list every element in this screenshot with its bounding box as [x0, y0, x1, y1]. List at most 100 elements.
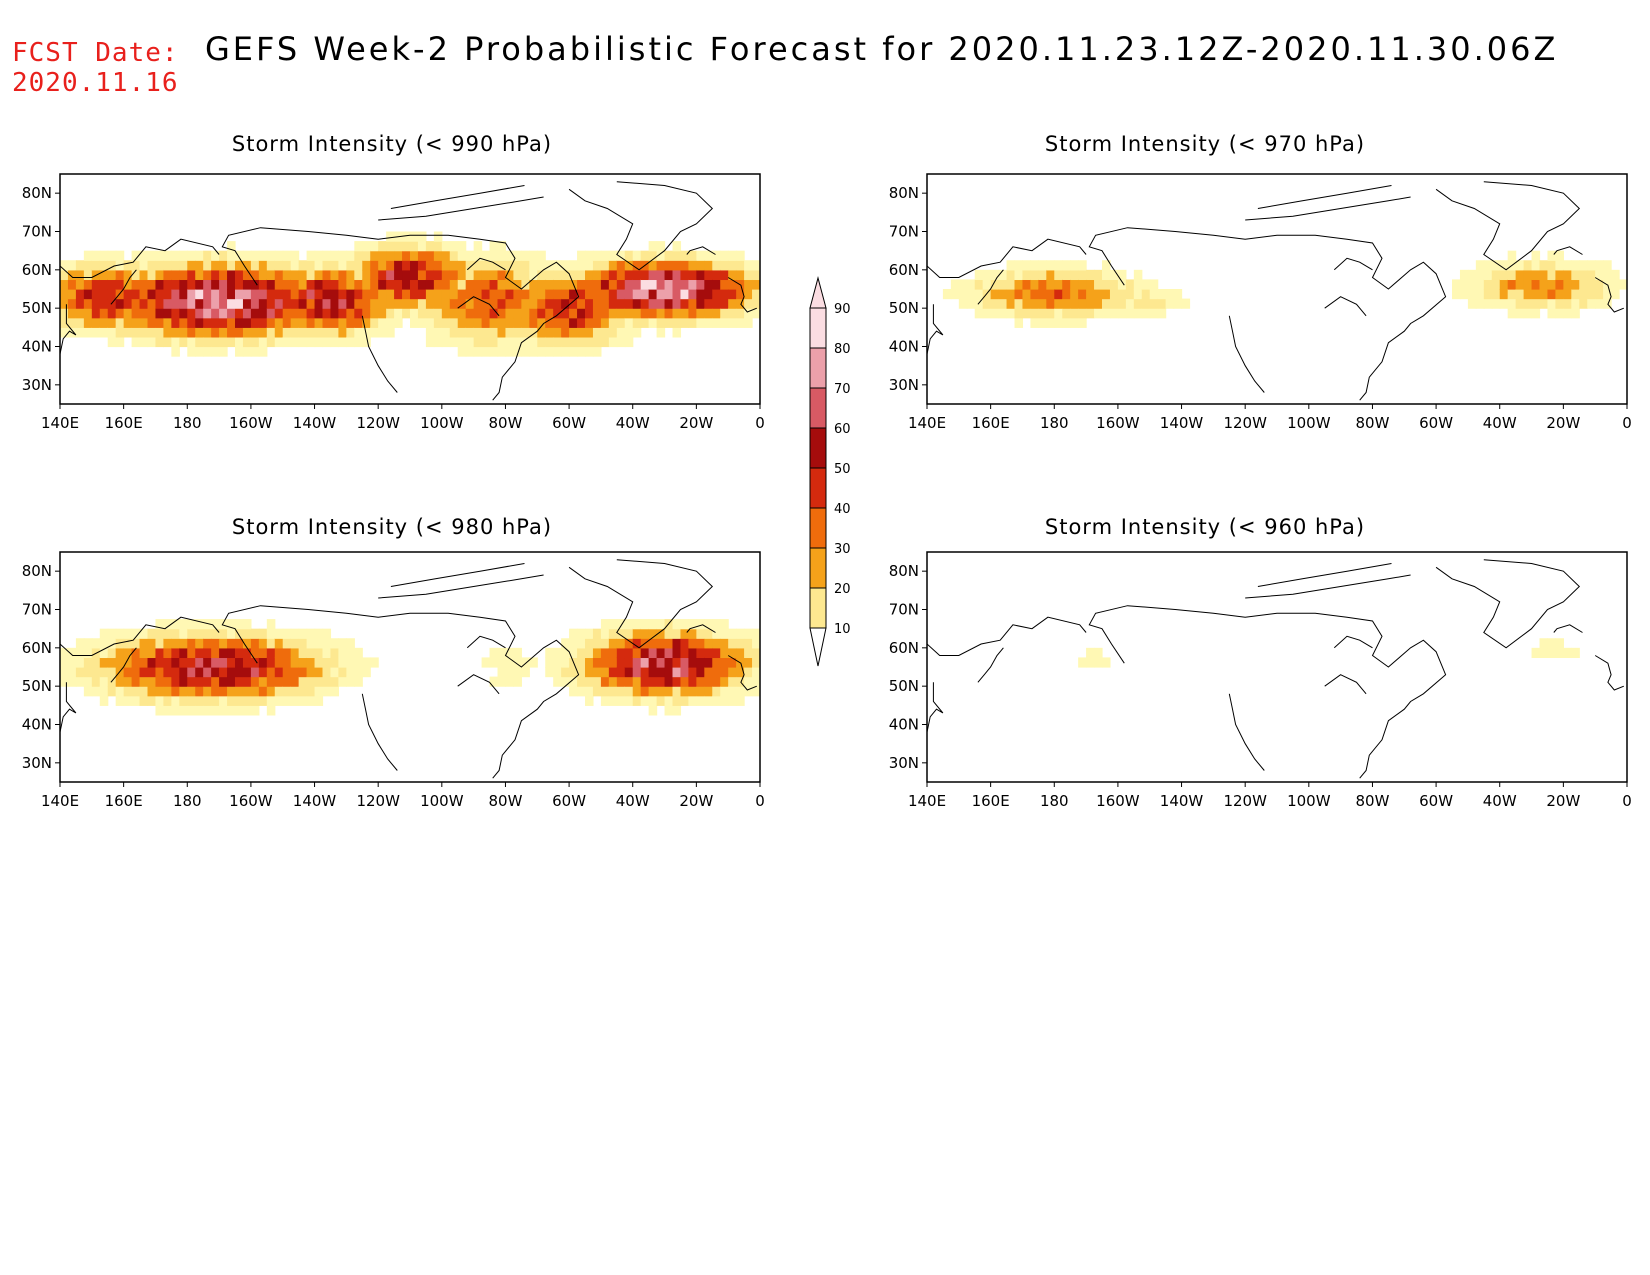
prob-cell [67, 298, 77, 309]
prob-cell [115, 628, 125, 639]
prob-cell [67, 269, 77, 281]
prob-cell [736, 317, 745, 328]
prob-cell [227, 695, 236, 706]
prob-cell [1070, 260, 1079, 271]
prob-cell [481, 289, 491, 300]
prob-cell [354, 289, 363, 300]
prob-cell [529, 279, 538, 290]
prob-cell [537, 327, 546, 338]
prob-cell [155, 327, 165, 338]
prob-cell [720, 628, 729, 639]
prob-cell [99, 317, 109, 328]
prob-cell [242, 657, 252, 668]
prob-cell [139, 695, 149, 706]
prob-cell [529, 308, 538, 319]
prob-cell [91, 657, 101, 668]
prob-cell [1109, 289, 1119, 300]
prob-cell [187, 667, 196, 678]
prob-cell [513, 676, 522, 687]
prob-cell [561, 289, 570, 300]
prob-cell [1571, 269, 1580, 281]
prob-cell [656, 298, 666, 309]
prob-cell [179, 695, 188, 706]
prob-cell [529, 250, 538, 261]
prob-cell [362, 667, 371, 678]
prob-cell [624, 628, 634, 639]
prob-cell [179, 260, 188, 271]
prob-cell [1070, 317, 1079, 328]
prob-cell [704, 619, 713, 630]
prob-cell [266, 327, 276, 338]
prob-cell [314, 279, 324, 290]
colorbar-swatch [809, 587, 827, 629]
prob-cell [497, 327, 507, 338]
prob-cell [600, 628, 610, 639]
prob-cell [258, 686, 268, 697]
prob-cell [982, 279, 992, 290]
prob-cell [139, 250, 149, 261]
prob-cell [1094, 308, 1103, 319]
lon-tick-label: 0 [755, 414, 765, 432]
prob-cell [640, 647, 650, 659]
prob-cell [410, 250, 419, 261]
prob-cell [139, 647, 149, 659]
prob-cell [664, 686, 674, 697]
prob-cell [982, 269, 992, 281]
prob-cell [99, 686, 109, 697]
coastline [110, 269, 137, 305]
prob-cell [497, 346, 507, 357]
prob-cell [266, 667, 276, 678]
prob-cell [680, 695, 690, 706]
prob-cell [107, 336, 117, 348]
prob-cell [513, 250, 522, 261]
prob-cell [123, 695, 133, 706]
prob-cell [219, 336, 228, 348]
prob-cell [736, 269, 745, 281]
lat-tick-label: 80N [22, 184, 52, 202]
prob-cell [513, 298, 522, 309]
prob-cell [624, 317, 634, 328]
prob-cell [425, 308, 435, 319]
prob-cell [632, 327, 642, 338]
prob-cell [600, 647, 610, 659]
prob-cell [195, 250, 204, 261]
lat-tick-label: 50N [889, 677, 919, 695]
prob-cell [282, 686, 292, 697]
prob-cell [457, 260, 467, 271]
prob-cell [712, 657, 721, 668]
prob-cell [1117, 298, 1127, 309]
prob-cell [521, 667, 530, 678]
prob-cell [648, 269, 658, 281]
prob-cell [1467, 279, 1477, 290]
prob-cell [91, 686, 101, 697]
prob-cell [370, 657, 379, 668]
prob-cell [115, 676, 125, 687]
prob-cell [592, 676, 602, 687]
prob-cell [640, 269, 650, 281]
prob-cell [672, 279, 682, 290]
prob-cell [696, 667, 705, 678]
prob-cell [131, 676, 141, 687]
prob-cell [1149, 298, 1159, 309]
prob-cell [720, 647, 729, 659]
prob-cell [195, 327, 204, 338]
prob-cell [457, 346, 467, 357]
prob-cell [187, 657, 196, 668]
prob-cell [513, 260, 522, 271]
lon-tick-label: 60W [552, 414, 586, 432]
prob-cell [1491, 269, 1501, 281]
prob-cell [330, 260, 340, 271]
prob-cell [473, 289, 483, 300]
prob-cell [1030, 298, 1039, 309]
prob-cell [187, 647, 196, 659]
prob-cell [266, 695, 276, 706]
prob-cell [592, 657, 602, 668]
prob-cell [736, 638, 745, 649]
lon-tick-label: 180 [173, 414, 202, 432]
prob-cell [1571, 298, 1580, 309]
prob-cell [1133, 308, 1143, 319]
prob-cell [489, 647, 499, 659]
prob-cell [513, 647, 522, 659]
prob-cell [322, 647, 332, 659]
prob-cell [163, 279, 172, 290]
